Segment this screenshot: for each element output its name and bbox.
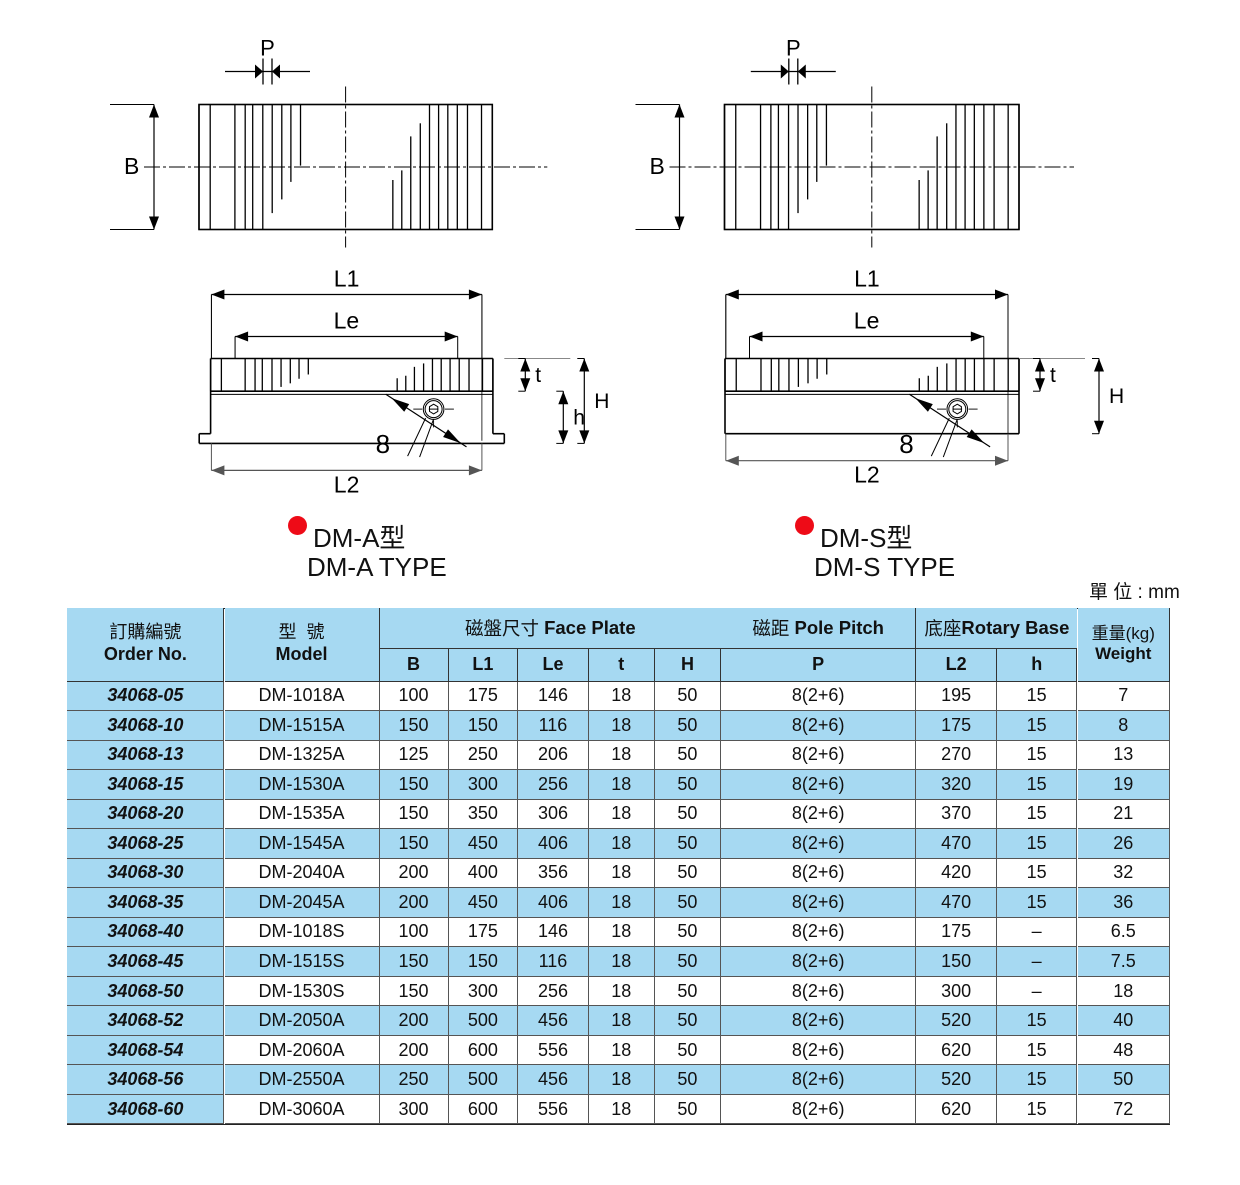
svg-text:Le: Le: [854, 308, 880, 334]
svg-text:h: h: [573, 406, 585, 429]
svg-text:t: t: [535, 364, 541, 387]
svg-text:L1: L1: [854, 266, 880, 292]
svg-text:L2: L2: [334, 471, 360, 497]
svg-text:L2: L2: [854, 462, 880, 488]
svg-text:H: H: [1109, 385, 1124, 408]
svg-text:8: 8: [376, 429, 390, 459]
svg-text:t: t: [1050, 364, 1056, 387]
svg-text:B: B: [124, 153, 139, 179]
svg-text:L1: L1: [334, 266, 360, 292]
svg-text:8: 8: [899, 429, 913, 459]
svg-text:H: H: [594, 390, 609, 413]
svg-text:Le: Le: [334, 308, 360, 334]
svg-text:P: P: [786, 36, 801, 61]
svg-text:P: P: [260, 36, 275, 61]
svg-text:B: B: [650, 153, 665, 179]
